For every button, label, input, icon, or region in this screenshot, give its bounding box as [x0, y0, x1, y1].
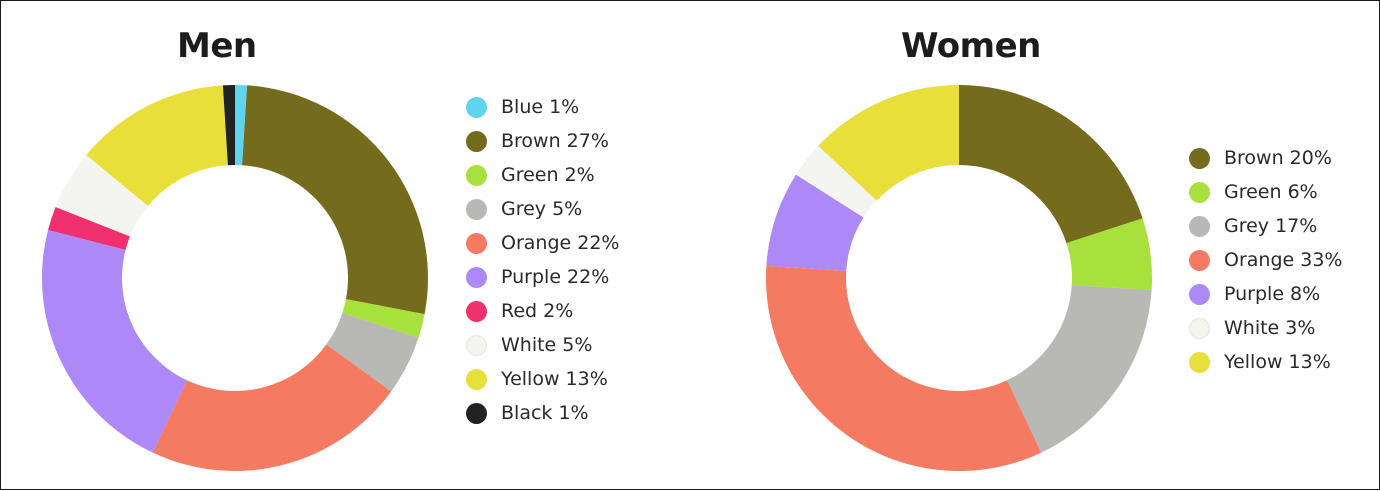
- men-legend-label-red: Red 2%: [501, 300, 574, 322]
- men-legend-swatch-grey: [466, 198, 487, 220]
- men-slice-brown: [242, 85, 429, 315]
- men-legend-swatch-red: [466, 300, 487, 322]
- women-legend-label-grey: Grey 17%: [1224, 215, 1318, 237]
- men-legend-swatch-black: [466, 402, 487, 424]
- men-legend-swatch-brown: [466, 130, 487, 152]
- men-legend-item-black: Black 1%: [466, 396, 619, 430]
- women-legend-label-purple: Purple 8%: [1224, 283, 1321, 305]
- men-legend-item-red: Red 2%: [466, 294, 619, 328]
- men-legend-item-orange: Orange 22%: [466, 226, 619, 260]
- women-legend-label-orange: Orange 33%: [1224, 249, 1343, 271]
- women-legend-item-green: Green 6%: [1189, 175, 1342, 209]
- women-legend-item-yellow: Yellow 13%: [1189, 345, 1342, 379]
- men-slice-orange: [152, 344, 392, 471]
- women-legend: Brown 20% Green 6% Grey 17% Orange 33% Purpl…: [1189, 141, 1342, 379]
- men-legend-label-brown: Brown 27%: [501, 130, 609, 152]
- men-legend-label-black: Black 1%: [501, 402, 589, 424]
- women-legend-item-grey: Grey 17%: [1189, 209, 1342, 243]
- men-slice-black: [222, 85, 235, 166]
- men-legend-label-green: Green 2%: [501, 164, 595, 186]
- women-legend-swatch-brown: [1189, 147, 1210, 169]
- men-slice-green: [342, 299, 425, 338]
- men-legend-swatch-white: [466, 334, 487, 356]
- women-legend-item-brown: Brown 20%: [1189, 141, 1342, 175]
- men-slice-grey: [326, 312, 419, 392]
- women-legend-swatch-grey: [1189, 215, 1210, 237]
- women-slice-brown: [959, 85, 1143, 244]
- men-legend-swatch-blue: [466, 96, 487, 118]
- men-legend-swatch-orange: [466, 232, 487, 254]
- men-legend-item-yellow: Yellow 13%: [466, 362, 619, 396]
- women-legend-swatch-white: [1189, 317, 1210, 339]
- men-slice-yellow: [86, 85, 228, 206]
- men-legend-swatch-purple: [466, 266, 487, 288]
- women-legend-swatch-orange: [1189, 249, 1210, 271]
- women-slice-grey: [1007, 285, 1152, 453]
- women-legend-swatch-green: [1189, 181, 1210, 203]
- women-chart-title: Women: [901, 26, 1041, 66]
- men-legend-item-brown: Brown 27%: [466, 124, 619, 158]
- men-legend-item-grey: Grey 5%: [466, 192, 619, 226]
- men-legend-item-purple: Purple 22%: [466, 260, 619, 294]
- men-legend-swatch-yellow: [466, 368, 487, 390]
- women-legend-label-brown: Brown 20%: [1224, 147, 1332, 169]
- men-legend-label-yellow: Yellow 13%: [501, 368, 608, 390]
- men-legend-label-orange: Orange 22%: [501, 232, 620, 254]
- men-slice-white: [55, 154, 148, 237]
- men-legend-item-blue: Blue 1%: [466, 90, 619, 124]
- women-legend-item-purple: Purple 8%: [1189, 277, 1342, 311]
- women-legend-item-orange: Orange 33%: [1189, 243, 1342, 277]
- women-legend-label-yellow: Yellow 13%: [1224, 351, 1331, 373]
- women-slice-white: [796, 145, 877, 218]
- men-legend-label-blue: Blue 1%: [501, 96, 580, 118]
- men-chart-title: Men: [177, 26, 257, 66]
- women-slice-yellow: [818, 85, 959, 201]
- men-slice-red: [48, 206, 130, 250]
- women-legend-label-white: White 3%: [1224, 317, 1316, 339]
- women-legend-item-white: White 3%: [1189, 311, 1342, 345]
- women-slice-purple: [766, 174, 864, 271]
- men-legend-label-purple: Purple 22%: [501, 266, 610, 288]
- women-legend-swatch-yellow: [1189, 351, 1210, 373]
- women-slice-orange: [766, 265, 1042, 471]
- women-legend-swatch-purple: [1189, 283, 1210, 305]
- men-legend-item-green: Green 2%: [466, 158, 619, 192]
- men-legend: Blue 1% Brown 27% Green 2% Grey 5% Orange 22…: [466, 90, 619, 430]
- men-legend-item-white: White 5%: [466, 328, 619, 362]
- men-legend-label-grey: Grey 5%: [501, 198, 583, 220]
- women-slice-green: [1066, 218, 1152, 291]
- women-legend-label-green: Green 6%: [1224, 181, 1318, 203]
- men-slice-purple: [42, 230, 187, 453]
- men-legend-swatch-green: [466, 164, 487, 186]
- men-legend-label-white: White 5%: [501, 334, 593, 356]
- men-slice-blue: [235, 85, 248, 166]
